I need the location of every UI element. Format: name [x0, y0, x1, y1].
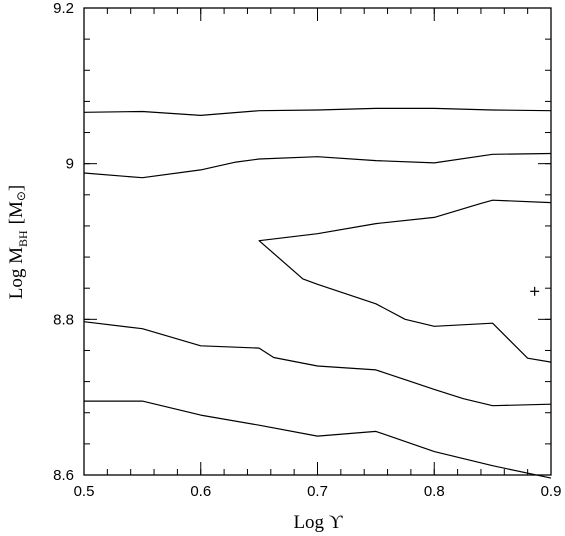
contour-line-5	[84, 400, 552, 479]
tick-labels: 0.5 0.6 0.7 0.8 0.9 8.6 8.8 9 9.2	[53, 0, 561, 500]
contour-line-2	[83, 152, 552, 179]
x-tick-label: 0.5	[74, 483, 95, 500]
y-axis-title-unit-close: ]	[6, 185, 27, 191]
y-axis-title-unit-open: [M	[6, 201, 27, 224]
annotations	[530, 286, 540, 296]
contour-line-4	[83, 321, 552, 407]
x-axis-title: Log ϒ	[293, 512, 342, 533]
y-tick-label: 8.8	[53, 311, 74, 328]
y-tick-label: 9	[66, 156, 74, 173]
x-tick-label: 0.7	[307, 483, 328, 500]
x-tick-label: 0.6	[190, 483, 211, 500]
x-tick-label: 0.9	[541, 483, 562, 500]
x-tick-label: 0.8	[424, 483, 445, 500]
y-tick-label: 9.2	[53, 0, 74, 17]
contour-lines	[83, 107, 552, 479]
axis-ticks	[83, 7, 552, 476]
plot-frame	[83, 7, 552, 476]
contour-line-3	[258, 199, 552, 363]
contour-line-1	[83, 107, 552, 117]
y-axis-title: Log MBH [M⊙]	[6, 185, 30, 300]
y-axis-title-unit-symbol: ⊙	[14, 191, 28, 201]
y-axis-title-prefix: Log M	[6, 247, 27, 299]
y-axis-title-subscript: BH	[16, 230, 30, 247]
plus-marker	[530, 286, 540, 296]
y-tick-label: 8.6	[53, 467, 74, 484]
